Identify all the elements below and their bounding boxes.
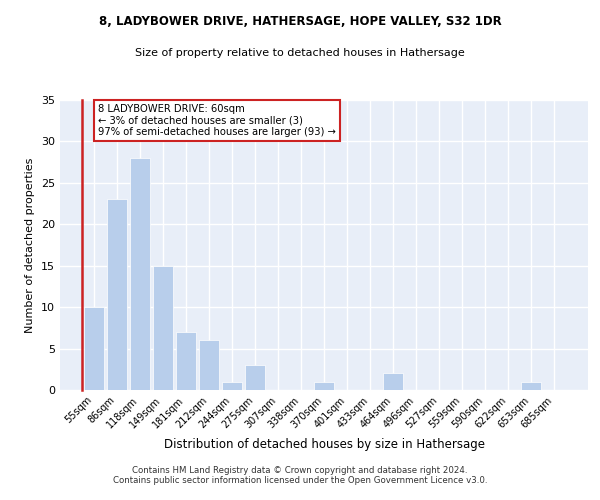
Bar (383, 374, 403, 390)
Bar (84, 307, 104, 390)
Bar (199, 340, 218, 390)
Text: 8, LADYBOWER DRIVE, HATHERSAGE, HOPE VALLEY, S32 1DR: 8, LADYBOWER DRIVE, HATHERSAGE, HOPE VAL… (98, 15, 502, 28)
Bar (521, 382, 541, 390)
Text: 8 LADYBOWER DRIVE: 60sqm
← 3% of detached houses are smaller (3)
97% of semi-det: 8 LADYBOWER DRIVE: 60sqm ← 3% of detache… (98, 104, 336, 138)
X-axis label: Distribution of detached houses by size in Hathersage: Distribution of detached houses by size … (163, 438, 485, 451)
Bar (153, 266, 173, 390)
Text: Contains HM Land Registry data © Crown copyright and database right 2024.
Contai: Contains HM Land Registry data © Crown c… (113, 466, 487, 485)
Y-axis label: Number of detached properties: Number of detached properties (25, 158, 35, 332)
Bar (314, 382, 334, 390)
Bar (222, 382, 242, 390)
Bar (130, 158, 149, 390)
Bar (107, 200, 127, 390)
Bar (245, 365, 265, 390)
Text: Size of property relative to detached houses in Hathersage: Size of property relative to detached ho… (135, 48, 465, 58)
Bar (176, 332, 196, 390)
